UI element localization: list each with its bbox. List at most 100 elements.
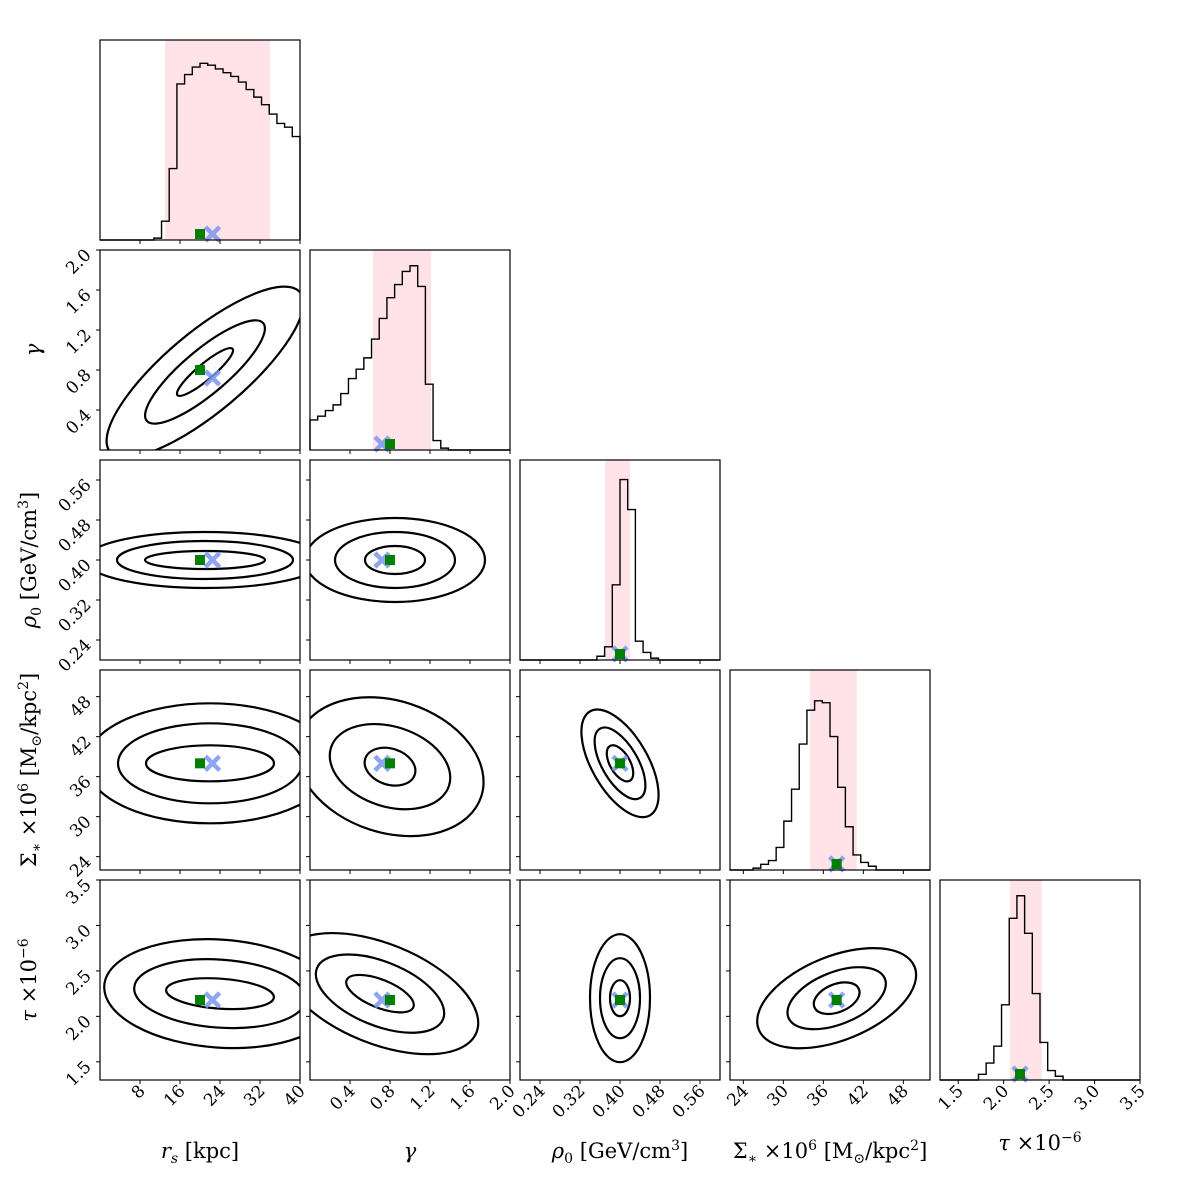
best-fit-marker — [203, 551, 222, 569]
contour-level-2 — [598, 957, 642, 1040]
contour-panel-rho0-vs-rs: 0.240.320.400.480.56 — [55, 459, 301, 676]
hist-panel-tau: 1.5 2.0 2.5 3.0 3.5 — [934, 879, 1150, 1115]
contour-level-2 — [593, 726, 647, 801]
true-value-marker — [195, 555, 205, 565]
panel-frame — [519, 669, 721, 871]
contour-panel-sigma-vs-gamma — [306, 669, 511, 874]
contour-group — [100, 702, 300, 825]
x-tick-label-tau: 3.5 — [1116, 1081, 1149, 1114]
ylabel-gamma: γ — [21, 343, 45, 356]
ylabel-rho0: ρ0 [GeV/cm3] — [16, 492, 45, 629]
contour-panel-tau-vs-gamma: 0.4 0.8 1.2 1.6 2.0 — [306, 879, 520, 1115]
x-tick-label-rho0: 0.40 — [589, 1081, 630, 1122]
y-tick-label-tau: 3.5 — [62, 875, 95, 908]
xlabel-rho0: ρ0 [GeV/cm3] — [551, 1138, 688, 1167]
contour-level-3 — [100, 702, 300, 825]
contour-panel-gamma-vs-rs: 0.4 0.8 1.2 1.6 2.0 — [62, 245, 301, 454]
x-tick-label-sigma: 24 — [723, 1081, 752, 1110]
y-tick-label-rho0: 0.32 — [55, 595, 96, 636]
contour-level-2 — [115, 539, 295, 581]
y-tick-label-tau: 3.0 — [62, 921, 95, 954]
true-value-marker — [831, 995, 842, 1005]
contour-level-1 — [605, 744, 635, 783]
contour-panel-tau-vs-sigma: 24 30 36 42 48 — [723, 879, 931, 1111]
x-tick-label-gamma: 0.8 — [366, 1081, 399, 1114]
credible-band — [605, 460, 630, 660]
x-tick-label-gamma: 1.2 — [406, 1081, 439, 1114]
x-tick-label-rs: 32 — [240, 1081, 269, 1110]
left-axis-labels: γ ρ0 [GeV/cm3] Σ∗ ×106 [M⊙/kpc2] τ ×10−6 — [16, 343, 45, 1021]
true-value-marker — [195, 365, 205, 375]
x-tick-label-sigma: 48 — [883, 1081, 912, 1110]
credible-band — [810, 670, 857, 870]
y-tick-label-rho0: 0.48 — [55, 515, 96, 556]
y-tick-label-sigma: 42 — [66, 732, 95, 761]
contour-level-3 — [103, 938, 300, 1050]
true-value-marker — [385, 758, 395, 769]
contour-level-3 — [310, 516, 487, 604]
best-fit-marker — [203, 225, 222, 243]
contour-level-3 — [756, 947, 918, 1050]
y-tick-label-tau: 2.0 — [62, 1012, 95, 1045]
x-tick-label-tau: 3.0 — [1071, 1081, 1104, 1114]
x-tick-label-gamma: 0.4 — [326, 1081, 359, 1114]
y-tick-label-rho0: 0.40 — [55, 555, 96, 596]
panel-frame — [309, 669, 511, 871]
xlabel-sigma: Σ∗ ×106 [M⊙/kpc2] — [733, 1138, 928, 1167]
y-tick-label-sigma: 30 — [66, 812, 95, 841]
contour-panel-tau-vs-rs: 8 16 24 32 40 1.5 2.0 2.5 3.0 3.5 — [62, 875, 309, 1110]
true-value-marker — [385, 555, 395, 565]
contour-level-1 — [363, 544, 427, 576]
x-tick-label-rs: 16 — [160, 1081, 189, 1110]
panel-frame — [309, 459, 511, 661]
y-tick-label-gamma: 0.4 — [62, 405, 95, 438]
best-fit-marker — [203, 369, 222, 387]
contour-level-2 — [328, 722, 452, 811]
y-tick-label-sigma: 36 — [66, 772, 95, 801]
panels: 1.5 2.0 2.5 3.0 3.50.40.81.21.62.00.240.320.… — [55, 39, 1150, 1122]
y-tick-label-rho0: 0.24 — [55, 635, 96, 676]
hist-panel-rs — [99, 39, 301, 244]
contour-panel-rho0-vs-gamma — [306, 459, 511, 664]
y-tick-label-gamma: 1.6 — [62, 285, 95, 318]
contour-level-3 — [310, 931, 480, 1056]
contour-level-3 — [580, 708, 660, 819]
y-tick-label-tau: 1.5 — [62, 1057, 95, 1090]
contour-level-1 — [165, 977, 275, 1011]
true-value-marker — [1015, 1069, 1025, 1079]
true-value-marker — [195, 995, 205, 1005]
contour-level-3 — [588, 933, 652, 1064]
x-tick-label-tau: 1.5 — [934, 1081, 967, 1114]
best-fit-marker — [203, 991, 222, 1009]
credible-band — [1010, 880, 1042, 1080]
true-value-marker — [831, 859, 842, 869]
x-tick-label-rs: 8 — [128, 1081, 150, 1103]
x-tick-label-rs: 24 — [200, 1081, 229, 1110]
contour-level-2 — [786, 966, 887, 1031]
panel-frame — [729, 669, 931, 871]
contour-level-2 — [314, 953, 446, 1034]
x-tick-label-rho0: 0.24 — [509, 1081, 550, 1122]
x-tick-label-sigma: 36 — [803, 1081, 832, 1110]
x-tick-label-sigma: 30 — [763, 1081, 792, 1110]
contour-group — [103, 938, 300, 1050]
contour-level-2 — [116, 722, 300, 805]
y-tick-label-gamma: 2.0 — [62, 245, 95, 278]
contour-level-2 — [333, 530, 457, 590]
panel-frame — [729, 879, 931, 1081]
histogram-rs — [100, 62, 301, 241]
x-tick-label-tau: 2.5 — [1025, 1081, 1058, 1114]
y-tick-label-rho0: 0.56 — [55, 475, 96, 516]
true-value-marker — [385, 439, 395, 449]
panel-frame — [99, 249, 301, 451]
y-tick-label-tau: 2.5 — [62, 966, 95, 999]
contour-group — [310, 516, 487, 604]
credible-band — [165, 40, 270, 240]
contour-group — [756, 947, 918, 1050]
x-tick-label-rho0: 0.32 — [549, 1081, 590, 1122]
panel-frame — [99, 879, 301, 1081]
panel-frame — [939, 879, 1141, 1081]
contour-group — [580, 708, 660, 819]
